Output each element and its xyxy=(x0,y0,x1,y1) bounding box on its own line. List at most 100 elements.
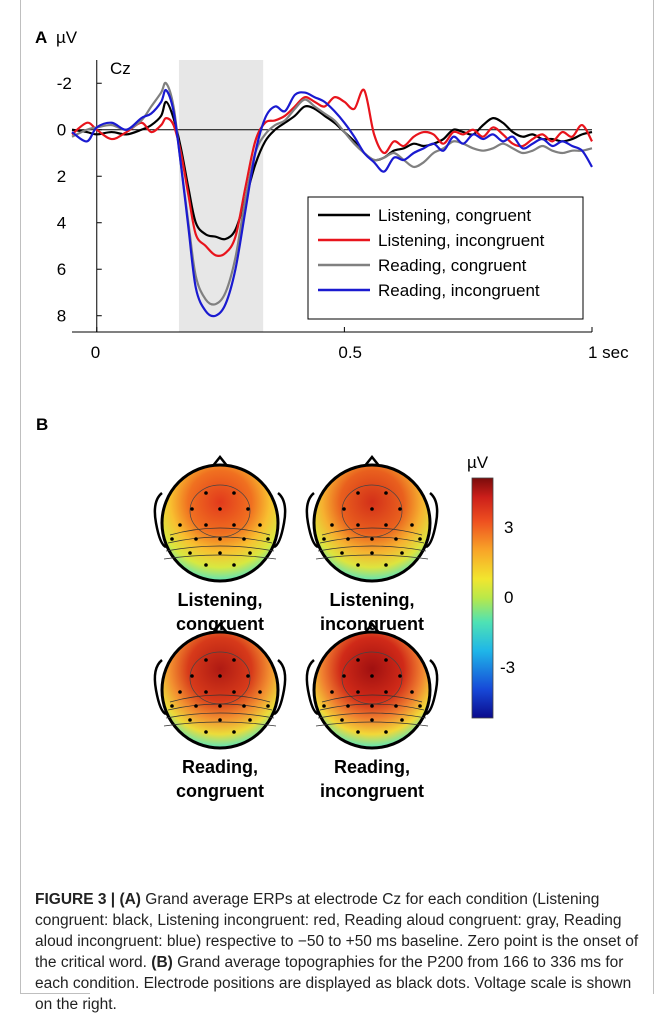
head-outline xyxy=(312,630,432,750)
electrode-dot xyxy=(410,690,414,694)
electrode-dot xyxy=(418,537,422,541)
right-ear xyxy=(425,492,439,549)
electrode-dot xyxy=(418,704,422,708)
x-tick-label: 1 sec xyxy=(588,343,629,362)
electrode-dot xyxy=(188,551,192,555)
electrode-dot xyxy=(356,563,360,567)
contour-line xyxy=(319,703,425,711)
legend-entry: Listening, incongruent xyxy=(378,231,545,250)
legend-entry: Reading, incongruent xyxy=(378,281,540,300)
electrode-dot xyxy=(190,507,194,511)
contour-line xyxy=(169,694,271,703)
electrode-dot xyxy=(246,507,250,511)
contour-line xyxy=(315,721,429,727)
electrode-dot xyxy=(232,730,236,734)
electrode-dot xyxy=(384,730,388,734)
y-tick-label: 6 xyxy=(57,260,66,279)
electrode-dot xyxy=(330,523,334,527)
electrode-dot xyxy=(340,718,344,722)
electrode-dot xyxy=(384,658,388,662)
legend-entry: Reading, congruent xyxy=(378,256,527,275)
electrode-dot xyxy=(258,523,262,527)
electrode-dot xyxy=(248,718,252,722)
electrode-dot xyxy=(342,674,346,678)
electrode-dot xyxy=(370,674,374,678)
electrode-dot xyxy=(370,537,374,541)
electrode-dot xyxy=(204,730,208,734)
caption-figure-label: FIGURE 3 | xyxy=(35,891,116,908)
contour-line xyxy=(163,721,277,727)
electrode-dot xyxy=(258,690,262,694)
electrode-dot xyxy=(204,491,208,495)
electrode-dot xyxy=(266,704,270,708)
series-line-0 xyxy=(71,100,593,241)
electrode-dot xyxy=(346,537,350,541)
figure-bottom-rule xyxy=(20,993,90,994)
electrode-dot xyxy=(218,674,222,678)
topo-map-0: Listening,congruent xyxy=(153,454,287,634)
electrode-dot xyxy=(204,523,208,527)
electrode-dot xyxy=(178,690,182,694)
legend-box xyxy=(307,196,584,320)
electrode-dot xyxy=(356,491,360,495)
colorbar xyxy=(471,477,494,719)
series-line-1 xyxy=(71,88,593,257)
electrode-dot xyxy=(400,718,404,722)
electrode-dot xyxy=(232,658,236,662)
left-ear xyxy=(153,492,167,549)
electrode-dot xyxy=(218,551,222,555)
electrode-dot xyxy=(194,704,198,708)
panel-b-label: B xyxy=(36,415,49,434)
x-tick-label: 0.5 xyxy=(338,343,362,362)
contour-line xyxy=(317,712,427,719)
colorbar-tick-neg3: -3 xyxy=(500,658,515,677)
nose xyxy=(363,454,381,468)
nose xyxy=(211,621,229,635)
topo-map-2: Reading, congruent xyxy=(153,621,287,801)
topo-map-3: Reading, incongruent xyxy=(305,621,439,801)
head-outline xyxy=(160,463,280,583)
contour-line xyxy=(169,527,271,536)
electrode-dot xyxy=(342,507,346,511)
contour-line xyxy=(321,694,423,703)
electrode-dot xyxy=(370,507,374,511)
contour-line xyxy=(319,536,425,544)
electrode-dot xyxy=(340,551,344,555)
topo-label-line1: Reading, xyxy=(182,757,258,777)
topo-label-line1: Listening, xyxy=(178,590,263,610)
electrode-dot xyxy=(370,718,374,722)
erp-chart: A µV Cz -2 0 2 4 6 8 0 0.5 1 sec Listening, con… xyxy=(35,28,629,362)
electrode-dot xyxy=(398,507,402,511)
caption-part-b-label: (B) xyxy=(151,954,173,971)
y-tick-label: 2 xyxy=(57,167,66,186)
colorbar-tick-0: 0 xyxy=(504,588,513,607)
left-ear xyxy=(305,659,319,716)
legend-entry: Listening, congruent xyxy=(378,206,531,225)
electrode-dot xyxy=(266,537,270,541)
electrode-dot xyxy=(178,523,182,527)
nose xyxy=(211,454,229,468)
panel-a-label: A xyxy=(35,28,47,47)
electrode-dot xyxy=(346,704,350,708)
electrode-dot xyxy=(370,704,374,708)
caption-part-a-text: Grand average ERPs at electrode Cz for e… xyxy=(35,891,639,971)
electrode-dot xyxy=(204,658,208,662)
contour-line xyxy=(321,527,423,536)
topo-label-line2: incongruent xyxy=(320,781,424,801)
electrode-dot xyxy=(398,674,402,678)
right-ear xyxy=(273,659,287,716)
electrode-dot xyxy=(218,704,222,708)
contour-line xyxy=(165,712,275,719)
electrode-dot xyxy=(194,537,198,541)
electrode-dot xyxy=(370,551,374,555)
series-line-3 xyxy=(71,89,593,318)
electrode-dot xyxy=(242,537,246,541)
y-tick-label: 4 xyxy=(57,214,66,233)
electrode-dot xyxy=(356,730,360,734)
colorbar-tick-3: 3 xyxy=(504,518,513,537)
electrode-dot xyxy=(204,690,208,694)
electrode-dot xyxy=(356,523,360,527)
electrode-dot xyxy=(232,690,236,694)
contour-line xyxy=(163,554,277,560)
